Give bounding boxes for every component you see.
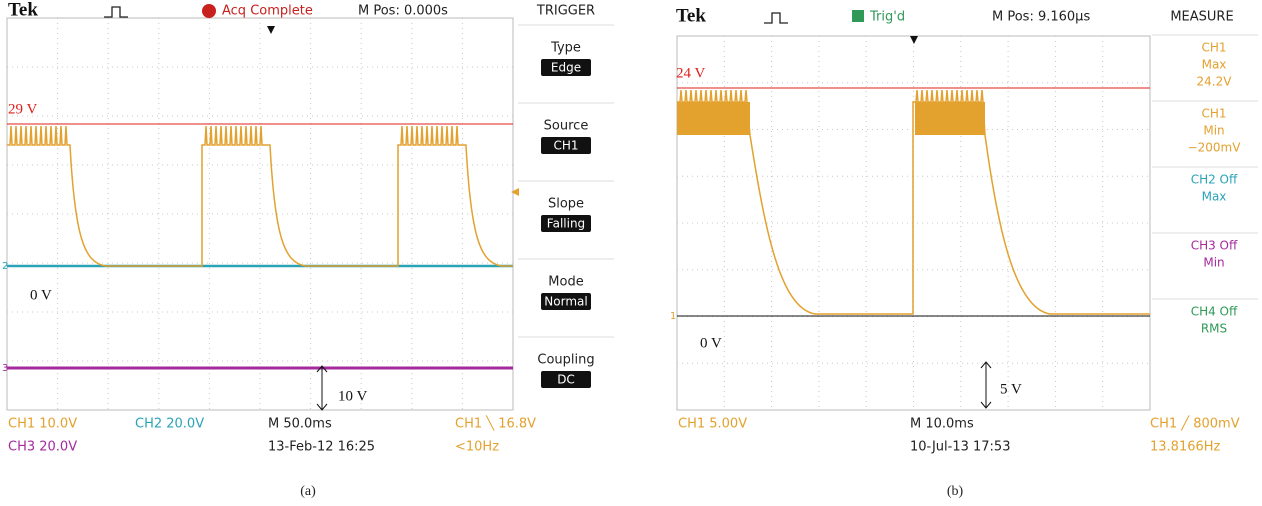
channel-marker: 3 (2, 363, 8, 374)
menu: Type Edge Source CH1 Slope Falling Mode Normal C… (518, 25, 614, 388)
position: M Pos: 9.160µs (992, 10, 1090, 25)
menu: CH1 Max 24.2V CH1 Min −200mV CH2 Off Max CH3 Off… (1152, 35, 1258, 336)
edge-icon (104, 7, 128, 17)
status: Acq Complete (222, 4, 313, 19)
ch1-burst (915, 102, 985, 135)
measure-text: Min (1203, 256, 1224, 270)
menu-label: Mode (548, 275, 583, 290)
measure-text: CH4 Off (1191, 305, 1238, 319)
footer-text: CH1 5.00V (678, 417, 747, 432)
menu-label: Slope (548, 197, 584, 212)
footer-text: <10Hz (455, 440, 499, 455)
measure-text: −200mV (1188, 141, 1242, 155)
footer-text: 13-Feb-12 16:25 (268, 440, 375, 455)
measure-text: Max (1202, 58, 1227, 72)
annotation: 29 V (8, 101, 37, 117)
measure-text: Max (1202, 190, 1227, 204)
footer-text: M 10.0ms (910, 417, 974, 432)
annotation: 10 V (338, 388, 367, 404)
measure-text: CH2 Off (1191, 173, 1238, 187)
menu-title: TRIGGER (536, 4, 595, 19)
menu-label: Type (550, 41, 581, 56)
menu-label: Coupling (537, 353, 594, 368)
edge-icon (764, 13, 788, 23)
measure-text: 24.2V (1197, 75, 1233, 89)
annotation: 0 V (30, 287, 52, 303)
menu-title: MEASURE (1170, 10, 1233, 25)
measure-text: CH3 Off (1191, 239, 1238, 253)
measure-text: Min (1203, 124, 1224, 138)
menu-label: Source (544, 119, 589, 134)
measure-text: RMS (1201, 322, 1227, 336)
brand: Tek (8, 0, 38, 20)
footer-text: CH1 ╱ 800mV (1150, 415, 1240, 432)
caption: (b) (947, 484, 964, 499)
footer-text: CH1 ╲ 16.8V (455, 415, 536, 432)
menu-value: Edge (551, 61, 581, 75)
status: Trig'd (869, 10, 905, 25)
footer-text: M 50.0ms (268, 417, 332, 432)
menu-value: CH1 (553, 139, 578, 153)
menu-value: Normal (544, 295, 587, 309)
caption: (a) (300, 484, 316, 499)
footer-text: CH3 20.0V (8, 440, 77, 455)
annotation: 0 V (700, 335, 722, 351)
annotation: 24 V (676, 65, 705, 81)
figure: Tek Acq Complete M Pos: 0.000s TRIGGER 2… (0, 0, 1262, 506)
menu-value: Falling (547, 217, 585, 231)
footer-text: CH1 10.0V (8, 417, 77, 432)
menu-value: DC (557, 373, 575, 387)
footer-text: CH2 20.0V (135, 417, 204, 432)
measure-text: CH1 (1201, 107, 1226, 121)
page: {"panels": [ {"header": {"brand": "Tek",… (0, 0, 1262, 506)
position: M Pos: 0.000s (358, 4, 448, 19)
status-icon (202, 4, 216, 18)
footer-text: 13.8166Hz (1150, 440, 1221, 455)
annotation: 5 V (1000, 381, 1022, 397)
channel-marker: 2 (2, 261, 8, 272)
status-icon (852, 10, 864, 22)
footer-text: 10-Jul-13 17:53 (910, 440, 1010, 455)
channel-marker: 1 (670, 311, 676, 322)
measure-text: CH1 (1201, 41, 1226, 55)
brand: Tek (676, 5, 706, 26)
screen-a (7, 18, 513, 410)
ch1-burst (677, 102, 750, 135)
